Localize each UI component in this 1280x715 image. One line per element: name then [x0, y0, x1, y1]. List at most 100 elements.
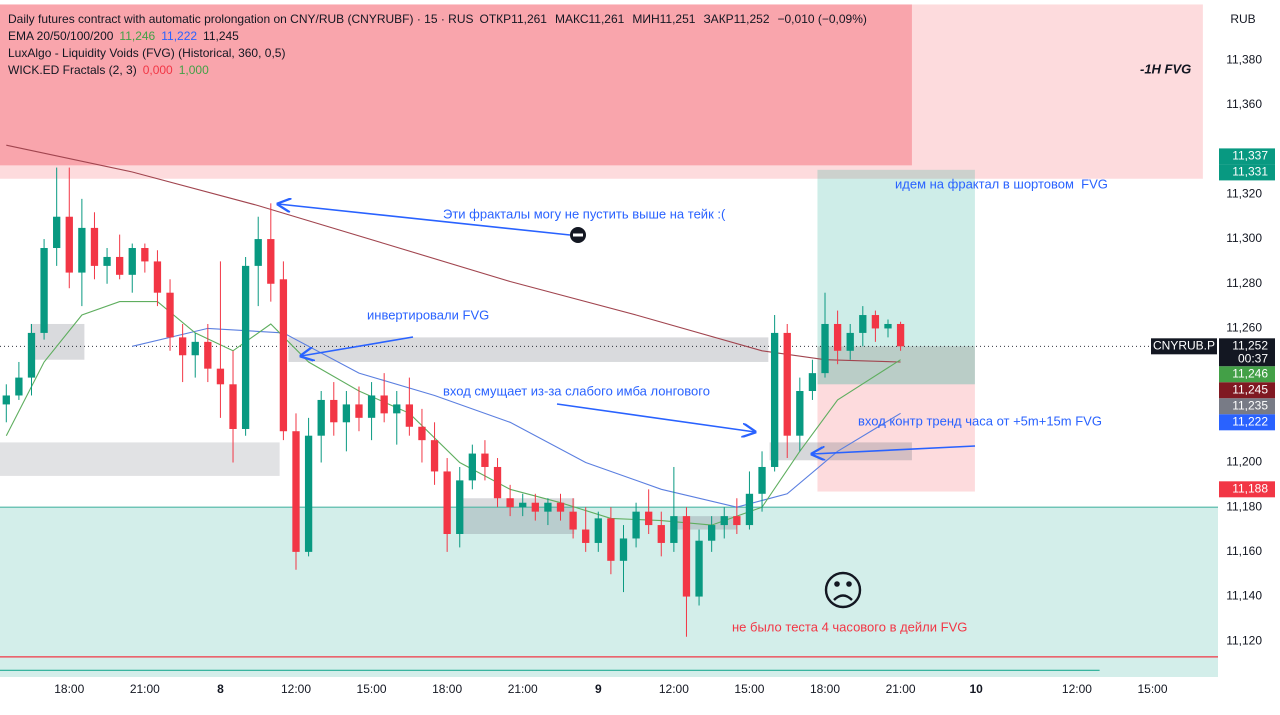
annotation: инвертировали FVG [367, 307, 489, 322]
x-tick-label: 8 [217, 682, 224, 696]
y-tick-label: 11,140 [1226, 589, 1262, 603]
y-tick-label: 11,200 [1226, 455, 1262, 469]
fvg-zone [817, 346, 975, 492]
fvg-zone [769, 442, 912, 461]
candle-body [607, 518, 615, 561]
axes: 18:00 21:00 8 12:00 15:00 18:00 21:00 9 12:00 15:… [54, 52, 1275, 696]
candle-body [682, 516, 691, 597]
annotation: идем на фрактал в шортовом FVG [895, 176, 1108, 191]
candle-body [657, 525, 665, 543]
y-tick-label: 11,260 [1226, 321, 1262, 335]
indicator-name: EMA 20/50/100/200 [8, 29, 114, 43]
y-tick-label: 11,160 [1226, 544, 1262, 558]
candle-body [833, 323, 842, 351]
candle-body [103, 256, 111, 266]
candle-body [292, 431, 300, 552]
candle-body [90, 227, 99, 266]
candle-body [884, 323, 892, 329]
y-tick-label: 11,360 [1226, 97, 1262, 111]
x-tick-label: 12:00 [281, 682, 311, 696]
candle-body [569, 511, 577, 530]
candle-body [65, 216, 73, 273]
x-tick-label: 21:00 [508, 682, 538, 696]
x-tick-label: 18:00 [810, 682, 840, 696]
price-label-bg [1219, 414, 1275, 431]
candle-body [367, 395, 376, 418]
arrow [556, 403, 755, 432]
candle-body [2, 395, 10, 405]
candle-body [531, 502, 539, 512]
indicator-name: WICK.ED Fractals (2, 3) [8, 63, 137, 77]
candle-body [405, 404, 414, 427]
indicator-value: 1,000 [178, 63, 209, 77]
candle-body [544, 502, 552, 512]
price-label-bg [1219, 382, 1275, 399]
annotation: вход контр тренд часа от +5m+15m FVG [858, 413, 1102, 428]
candle-body [720, 516, 728, 526]
symbol-label-bg [1151, 338, 1217, 355]
candle-body [330, 399, 338, 423]
fvg-zone [0, 4, 912, 166]
candle-body [808, 373, 817, 392]
fvg-zone [817, 346, 975, 385]
candle-body [128, 248, 136, 275]
fvg-zone [288, 337, 769, 362]
price-label: 11,252 [1232, 338, 1268, 352]
x-tick-label: 18:00 [54, 682, 84, 696]
arrow [812, 445, 976, 454]
arrow [301, 336, 414, 356]
y-tick-label: 11,320 [1226, 187, 1262, 201]
candle-body [317, 399, 325, 436]
quote-item: −0,010 (−0,09%) [777, 12, 867, 26]
candle-body [279, 279, 288, 432]
x-tick-label: 12:00 [659, 682, 689, 696]
candle-body [342, 404, 351, 423]
candle-body [758, 466, 766, 494]
x-tick-label: 15:00 [734, 682, 764, 696]
indicator-row: EMA 20/50/100/200 11,246 11,222 11,245 [8, 28, 867, 45]
fvg-zone [817, 169, 975, 347]
fvg-zone [459, 498, 575, 535]
symbol-label: CNYRUB.P [1153, 338, 1215, 352]
price-label: 11,245 [1232, 382, 1268, 396]
annotation: вход смущает из-за слабого имба лонговог… [443, 383, 710, 398]
annotation: не было теста 4 часового в дейли FVG [732, 619, 967, 634]
candle-body [770, 332, 779, 467]
candle-body [796, 391, 804, 436]
zones [0, 4, 1218, 677]
indicator-row: LuxAlgo - Liquidity Voids (FVG) (Histori… [8, 45, 867, 62]
indicator-row: WICK.ED Fractals (2, 3) 0,000 1,000 [8, 62, 867, 79]
legend-quote: ОТКР11,261 МАКС11,261 МИН11,251 ЗАКР11,252−… [480, 11, 867, 28]
candle-body [670, 516, 678, 543]
candle-body [418, 426, 426, 441]
candle-body [40, 248, 48, 333]
candle-body [846, 332, 854, 351]
annotations: -1H FVG идем на фрактал в шортовом FVG Эти… [367, 61, 1191, 634]
quote-item: МАКС11,261 [554, 12, 625, 26]
candle-body [380, 395, 388, 414]
legend-title: Daily futures contract with automatic pr… [8, 12, 474, 26]
candle-body [708, 525, 716, 541]
candle-body [15, 377, 23, 396]
candle-body [582, 529, 590, 543]
ema-line [5, 301, 901, 526]
candle-body [859, 315, 867, 333]
candle-body [27, 332, 36, 378]
candle-body [733, 516, 741, 526]
candle-body [430, 440, 439, 472]
arrow-anchor-mark [573, 233, 583, 237]
quote-item: ОТКР11,261 [479, 12, 547, 26]
candles [2, 167, 905, 637]
quote-item: МИН11,251 [632, 12, 696, 26]
y-tick-label: 11,180 [1226, 499, 1262, 513]
price-countdown: 00:37 [1238, 351, 1268, 365]
x-tick-label: 21:00 [886, 682, 916, 696]
x-tick-label: 15:00 [357, 682, 387, 696]
price-label-bg [1219, 481, 1275, 498]
candle-body [393, 404, 401, 414]
candle-body [178, 337, 187, 356]
price-label: 11,222 [1232, 414, 1268, 428]
candle-body [506, 498, 514, 508]
candle-body [493, 466, 502, 499]
